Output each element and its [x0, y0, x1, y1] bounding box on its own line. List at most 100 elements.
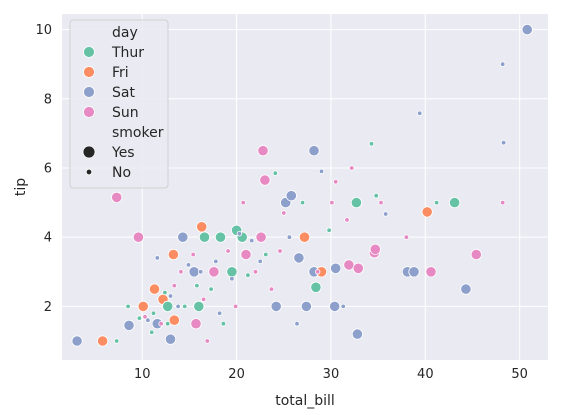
data-point [188, 266, 200, 278]
data-point [310, 281, 322, 293]
data-point [272, 170, 278, 176]
data-point [137, 300, 149, 312]
data-point [213, 258, 219, 265]
data-point [433, 199, 440, 206]
data-point [343, 259, 355, 271]
data-point [470, 248, 482, 261]
data-point [257, 258, 263, 265]
legend-label-thur: Thur [111, 45, 144, 61]
data-point [154, 255, 160, 261]
data-point [383, 211, 389, 217]
data-point [329, 300, 341, 312]
data-point [500, 61, 506, 67]
legend-smokers: Yes No [82, 145, 135, 181]
data-point [299, 199, 306, 206]
x-tick-label: 40 [417, 367, 434, 382]
data-point [178, 269, 184, 275]
data-point [225, 248, 231, 254]
data-point [277, 248, 283, 254]
data-point [245, 272, 251, 278]
data-point [216, 310, 223, 316]
x-tick-label: 20 [228, 367, 245, 382]
tick-labels: 10 20 30 40 50 2 4 6 8 10 [35, 23, 528, 382]
data-point [232, 303, 239, 310]
data-point [300, 300, 312, 312]
y-tick-label: 4 [44, 231, 52, 246]
data-point [460, 283, 472, 295]
data-point [500, 199, 506, 206]
data-point [113, 338, 120, 344]
legend-marker-smoker-no [85, 168, 93, 176]
data-point [175, 303, 181, 310]
legend-size-title: smoker [112, 125, 164, 141]
data-point [123, 319, 135, 331]
data-point [236, 230, 243, 237]
x-axis-label: total_bill [275, 393, 335, 409]
data-point [220, 321, 227, 327]
legend: day Thur Fri Sat Sun smoker Yes No [69, 19, 169, 189]
data-point [97, 335, 109, 347]
data-point [132, 231, 144, 243]
data-point [248, 237, 255, 244]
data-point [417, 110, 423, 116]
data-point [208, 286, 214, 292]
legend-marker-fri [83, 66, 95, 78]
y-tick-label: 6 [44, 161, 52, 176]
data-point [167, 293, 174, 299]
legend-label-smoker-no: No [112, 165, 131, 181]
data-point [197, 269, 204, 275]
data-point [125, 303, 131, 310]
data-point [286, 234, 293, 240]
data-point [315, 269, 321, 275]
data-point [281, 210, 287, 216]
data-point [162, 300, 174, 312]
data-point [349, 165, 355, 171]
data-point [194, 282, 200, 289]
data-point [164, 333, 177, 345]
x-tick-label: 50 [511, 367, 528, 382]
data-point [200, 296, 207, 303]
data-point [298, 231, 311, 243]
data-point [285, 190, 297, 202]
legend-marker-sun [83, 106, 95, 118]
data-point [198, 231, 211, 243]
data-point [350, 197, 362, 209]
y-tick-label: 2 [44, 300, 52, 315]
data-point [270, 300, 282, 312]
data-point [171, 282, 177, 289]
data-point [330, 262, 342, 274]
data-point [368, 141, 375, 147]
legend-hue-title: day [112, 25, 138, 41]
data-point [318, 168, 325, 175]
data-point [326, 227, 332, 233]
data-point [214, 231, 227, 243]
legend-marker-sat [83, 86, 95, 98]
data-point [373, 192, 379, 199]
data-point [185, 262, 192, 268]
data-point [308, 145, 320, 157]
data-point [158, 321, 164, 327]
data-point [168, 314, 180, 326]
data-point [193, 300, 205, 312]
data-point [369, 243, 381, 255]
data-point [162, 289, 168, 296]
data-point [500, 139, 507, 146]
data-point [255, 231, 267, 243]
data-point [263, 251, 269, 258]
data-point [148, 329, 155, 335]
x-tick-label: 10 [134, 367, 151, 382]
legend-label-fri: Fri [112, 65, 129, 81]
data-point [164, 321, 171, 327]
data-point [421, 206, 433, 218]
data-point [136, 315, 143, 321]
data-point [252, 269, 259, 275]
data-point [403, 234, 410, 240]
data-points [71, 24, 533, 347]
data-point [257, 145, 269, 157]
data-point [204, 338, 210, 344]
data-point [351, 328, 363, 340]
data-point [71, 335, 83, 347]
data-point [293, 252, 305, 264]
data-point [111, 191, 123, 203]
